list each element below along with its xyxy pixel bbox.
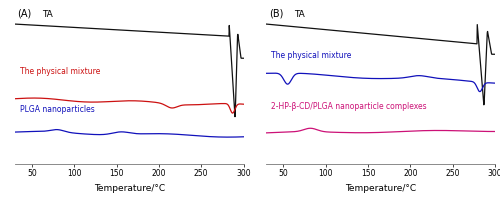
Text: (B): (B) [268, 8, 283, 18]
Text: The physical mixture: The physical mixture [20, 67, 100, 76]
Text: PLGA nanoparticles: PLGA nanoparticles [20, 104, 94, 113]
X-axis label: Temperature/°C: Temperature/°C [94, 183, 165, 192]
Text: TA: TA [294, 10, 304, 19]
Text: The physical mixture: The physical mixture [271, 51, 351, 60]
Text: TA: TA [42, 10, 53, 19]
Text: 2-HP-β-CD/PLGA nanoparticle complexes: 2-HP-β-CD/PLGA nanoparticle complexes [271, 101, 426, 110]
X-axis label: Temperature/°C: Temperature/°C [345, 183, 416, 192]
Text: (A): (A) [18, 8, 32, 18]
